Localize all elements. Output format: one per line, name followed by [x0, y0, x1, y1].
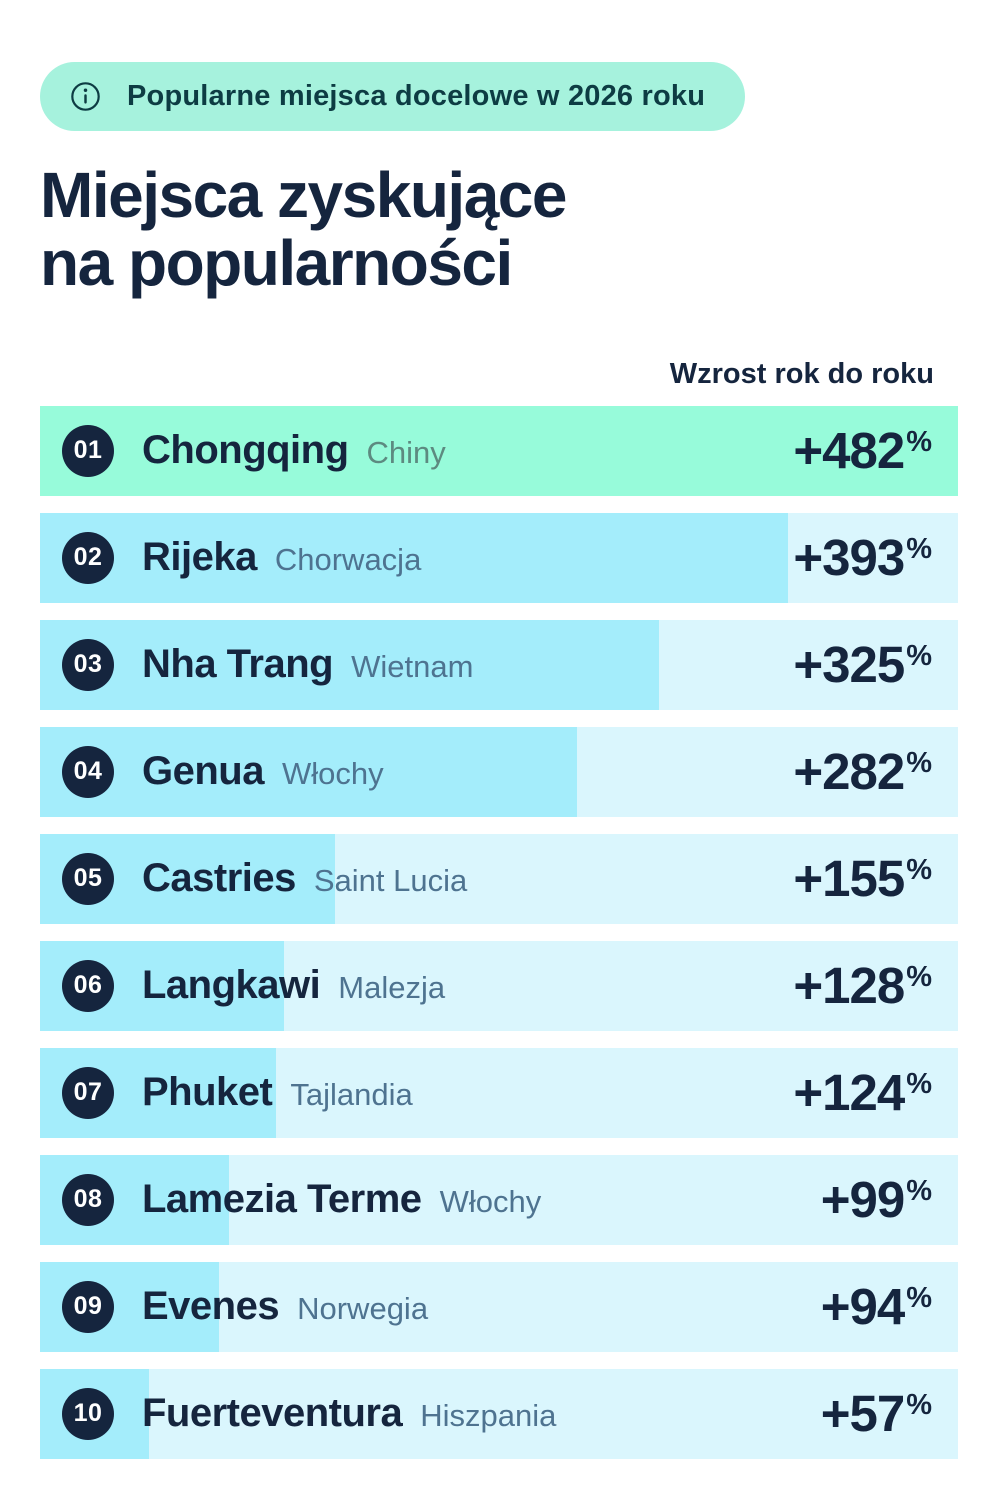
ranking-row: 08 Lamezia Terme Włochy +99 % — [40, 1154, 958, 1245]
growth-number: +282 — [793, 743, 905, 801]
growth-number: +57 — [820, 1385, 906, 1443]
ranking-row: 01 Chongqing Chiny +482 % — [40, 405, 958, 496]
percent-sign: % — [906, 533, 932, 566]
growth-number: +124 — [793, 1064, 905, 1122]
rank-number: 08 — [73, 1185, 103, 1214]
country-name: Włochy — [281, 756, 384, 792]
rank-number: 07 — [73, 1078, 103, 1107]
growth-value: +94 % — [821, 1281, 932, 1332]
country-name: Norwegia — [297, 1291, 429, 1327]
rank-badge: 09 — [62, 1280, 114, 1333]
city-name: Fuerteventura — [142, 1391, 403, 1436]
percent-sign: % — [906, 1175, 932, 1208]
ranking-row: 10 Fuerteventura Hiszpania +57 % — [40, 1368, 958, 1459]
rank-number: 04 — [73, 757, 103, 786]
growth-number: +128 — [793, 957, 905, 1015]
page-title-line2: na popularności — [40, 227, 513, 300]
percent-sign: % — [906, 1389, 932, 1422]
rank-badge: 05 — [62, 852, 114, 905]
city-name: Chongqing — [142, 428, 349, 473]
city-name: Langkawi — [142, 963, 321, 1008]
country-name: Tajlandia — [290, 1077, 413, 1113]
growth-value: +325 % — [793, 639, 932, 690]
ranking-row: 05 Castries Saint Lucia +155 % — [40, 833, 958, 924]
growth-value: +155 % — [793, 853, 932, 904]
growth-number: +393 — [793, 529, 905, 587]
ranking-row: 02 Rijeka Chorwacja +393 % — [40, 512, 958, 603]
page-title-line1: Miejsca zyskujące — [40, 159, 567, 231]
country-name: Malezja — [338, 970, 446, 1006]
percent-sign: % — [906, 1068, 932, 1101]
ranking-row: 04 Genua Włochy +282 % — [40, 726, 958, 817]
rank-badge: 10 — [62, 1387, 114, 1440]
rank-number: 01 — [73, 436, 103, 465]
rank-badge: 03 — [62, 638, 114, 691]
bar-fill — [40, 619, 659, 710]
percent-sign: % — [906, 1282, 932, 1315]
rank-number: 03 — [73, 650, 103, 679]
header-badge-label: Popularne miejsca docelowe w 2026 roku — [127, 80, 706, 112]
percent-sign: % — [906, 640, 932, 673]
country-name: Hiszpania — [420, 1398, 557, 1434]
percent-sign: % — [906, 961, 932, 994]
percent-sign: % — [906, 747, 932, 780]
growth-number: +482 — [793, 422, 905, 480]
ranking-row: 06 Langkawi Malezja +128 % — [40, 940, 958, 1031]
bar-fill — [40, 512, 789, 603]
growth-number: +99 — [820, 1171, 906, 1229]
ranking-row: 03 Nha Trang Wietnam +325 % — [40, 619, 958, 710]
city-name: Lamezia Terme — [142, 1177, 422, 1222]
info-icon — [70, 81, 101, 112]
city-name: Genua — [142, 749, 264, 794]
growth-number: +325 — [793, 636, 905, 694]
rank-number: 06 — [73, 971, 103, 1000]
growth-value: +124 % — [793, 1067, 932, 1118]
country-name: Wietnam — [351, 649, 474, 685]
rank-number: 02 — [73, 543, 103, 572]
country-name: Chorwacja — [274, 542, 422, 578]
rank-badge: 04 — [62, 745, 114, 798]
growth-number: +155 — [793, 850, 905, 908]
percent-sign: % — [906, 426, 932, 459]
growth-value: +482 % — [793, 425, 932, 476]
growth-value: +128 % — [793, 960, 932, 1011]
rank-badge: 01 — [62, 424, 114, 477]
column-header-growth: Wzrost rok do roku — [669, 357, 934, 390]
city-name: Phuket — [142, 1070, 273, 1115]
bar-fill — [40, 726, 578, 817]
bar-fill — [40, 405, 958, 496]
country-name: Włochy — [439, 1184, 542, 1220]
percent-sign: % — [906, 854, 932, 887]
ranking-row: 07 Phuket Tajlandia +124 % — [40, 1047, 958, 1138]
rank-number: 10 — [73, 1399, 103, 1428]
rank-badge: 02 — [62, 531, 114, 584]
header-badge: Popularne miejsca docelowe w 2026 roku — [40, 62, 746, 131]
country-name: Saint Lucia — [313, 863, 468, 899]
city-name: Nha Trang — [142, 642, 334, 687]
rank-badge: 06 — [62, 959, 114, 1012]
ranking-row: 09 Evenes Norwegia +94 % — [40, 1261, 958, 1352]
page-title: Miejsca zyskujące na popularności — [40, 161, 958, 298]
rank-badge: 07 — [62, 1066, 114, 1119]
growth-value: +393 % — [793, 532, 932, 583]
rank-badge: 08 — [62, 1173, 114, 1226]
growth-value: +99 % — [821, 1174, 932, 1225]
country-name: Chiny — [366, 435, 446, 471]
growth-value: +57 % — [821, 1388, 932, 1439]
rank-number: 05 — [73, 864, 103, 893]
rank-number: 09 — [73, 1292, 103, 1321]
city-name: Evenes — [142, 1284, 280, 1329]
growth-number: +94 — [820, 1278, 906, 1336]
growth-value: +282 % — [793, 746, 932, 797]
ranking-list: 01 Chongqing Chiny +482 % 02 Rijeka Chor… — [40, 405, 958, 1459]
city-name: Rijeka — [142, 535, 257, 580]
city-name: Castries — [142, 856, 296, 901]
